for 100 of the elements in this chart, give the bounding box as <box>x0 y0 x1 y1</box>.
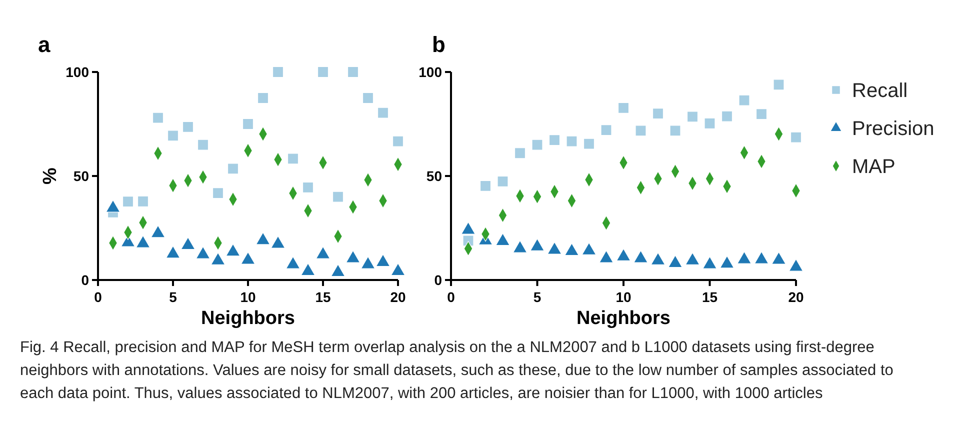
point <box>316 246 330 259</box>
point <box>514 148 526 159</box>
point <box>635 125 646 136</box>
point <box>242 118 254 130</box>
legend-label: MAP <box>852 156 896 178</box>
y-tick-label: 0 <box>81 272 90 288</box>
x-tick-label: 0 <box>447 289 456 305</box>
point <box>685 252 700 265</box>
point <box>152 112 164 124</box>
point <box>737 251 752 264</box>
point <box>240 252 256 264</box>
chart-title: b <box>432 32 446 57</box>
point <box>616 248 631 261</box>
point <box>600 124 612 136</box>
x-tick-label: 5 <box>169 289 178 305</box>
point <box>182 121 194 132</box>
point <box>390 262 406 276</box>
point <box>668 255 682 268</box>
point <box>564 243 579 256</box>
x-axis-title: Neighbors <box>201 308 295 329</box>
point <box>788 258 804 272</box>
point <box>532 139 543 150</box>
point <box>346 250 360 263</box>
point <box>210 252 226 265</box>
point <box>362 92 374 104</box>
point <box>166 246 180 258</box>
chart-title: a <box>38 32 51 57</box>
point <box>652 108 664 120</box>
point <box>360 256 376 269</box>
point <box>461 222 476 234</box>
point <box>180 236 196 250</box>
y-tick-label: 50 <box>73 168 90 184</box>
x-tick-label: 20 <box>390 289 406 305</box>
point <box>332 191 344 202</box>
point <box>272 66 284 78</box>
point <box>512 240 528 253</box>
point <box>302 182 314 193</box>
point <box>754 251 769 264</box>
point <box>721 110 733 122</box>
point <box>287 153 299 164</box>
point <box>270 236 286 248</box>
y-tick-label: 50 <box>426 168 442 184</box>
point <box>720 256 734 268</box>
point <box>137 196 149 207</box>
x-tick-label: 20 <box>788 289 804 305</box>
x-tick-label: 10 <box>240 289 256 305</box>
point <box>583 138 595 150</box>
legend-label: Recall <box>852 80 908 102</box>
x-tick-label: 15 <box>315 289 331 305</box>
x-tick-label: 5 <box>533 289 542 305</box>
y-tick-label: 100 <box>66 64 90 80</box>
point <box>497 176 508 187</box>
point <box>650 252 666 265</box>
point <box>530 238 544 252</box>
point <box>772 252 786 264</box>
x-tick-label: 0 <box>94 289 102 305</box>
point <box>599 250 614 263</box>
point <box>196 246 210 259</box>
point <box>167 130 179 142</box>
point <box>702 256 717 269</box>
point <box>582 242 596 255</box>
point <box>704 118 716 129</box>
point <box>548 134 560 146</box>
x-axis-title: Neighbors <box>576 308 670 329</box>
point <box>670 125 681 136</box>
point <box>756 108 768 120</box>
point <box>347 66 359 78</box>
point <box>257 92 269 104</box>
point <box>150 225 166 238</box>
point <box>300 262 316 276</box>
point <box>686 111 698 122</box>
point <box>790 132 802 143</box>
y-axis-title: % <box>40 167 61 184</box>
point <box>480 180 492 192</box>
point <box>377 107 389 118</box>
y-tick-label: 100 <box>418 64 442 80</box>
point <box>106 200 120 212</box>
x-tick-label: 10 <box>616 289 632 305</box>
point <box>634 250 648 263</box>
x-tick-label: 15 <box>702 289 718 305</box>
caption: Fig. 4 Recall, precision and MAP for MeSH term overlap analysis on the a NLM2007 and b L1000 datasets using first-degree neighbors with annotations. Values are noisy for small datasets, such as these, due to the low number of samples associated to each data point. Thus, values associated to NLM2007, with 200 articles, are noisier than for L1000, with 1000 articles <box>19 338 894 404</box>
point <box>212 188 224 199</box>
y-tick-label: 0 <box>434 272 442 288</box>
point <box>738 94 750 106</box>
point <box>376 254 390 267</box>
point <box>256 232 270 245</box>
point <box>330 264 346 277</box>
point <box>122 196 134 208</box>
point <box>317 66 329 78</box>
point <box>286 256 300 269</box>
point <box>226 244 240 256</box>
point <box>547 242 562 254</box>
point <box>566 136 578 147</box>
point <box>136 235 150 248</box>
point <box>496 233 510 246</box>
point <box>773 79 784 90</box>
point <box>392 136 404 147</box>
point <box>618 102 630 114</box>
point <box>197 139 209 150</box>
point <box>227 163 239 174</box>
